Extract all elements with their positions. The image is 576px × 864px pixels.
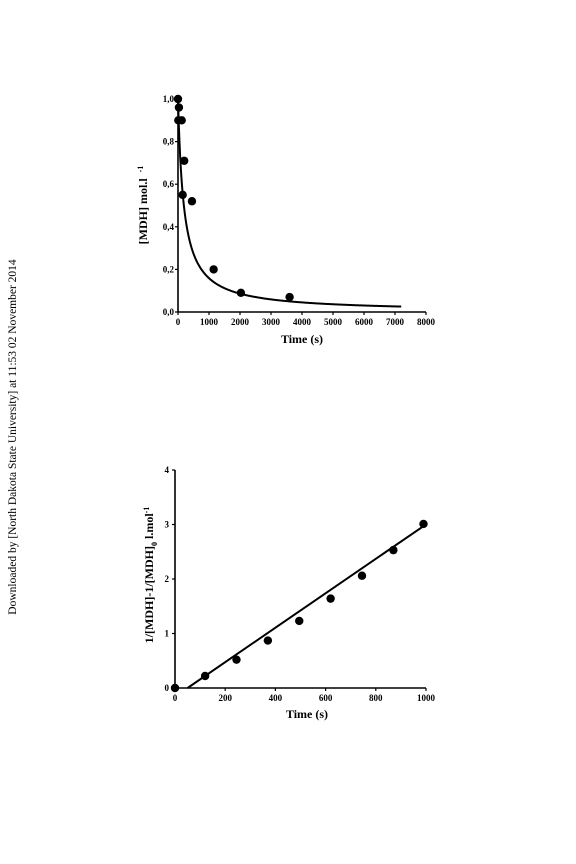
x-tick-label: 0 (173, 693, 178, 703)
x-tick-label: 6000 (355, 317, 374, 327)
x-tick-label: 4000 (293, 317, 312, 327)
x-tick-label: 2000 (231, 317, 250, 327)
data-point (173, 94, 183, 104)
y-tick-label: 0,2 (163, 264, 175, 274)
data-point (170, 683, 180, 693)
x-axis-title: Time (s) (286, 707, 328, 721)
data-point (232, 655, 241, 664)
y-tick-label: 0,8 (163, 137, 175, 147)
y-tick-label: 3 (165, 520, 170, 530)
x-axis-title: Time (s) (281, 332, 323, 346)
x-tick-label: 0 (176, 317, 181, 327)
data-point (295, 616, 304, 626)
x-tick-label: 1000 (417, 693, 436, 703)
x-tick-label: 800 (369, 693, 383, 703)
y-axis-title-main: [MDH] mol.l (136, 178, 150, 245)
data-point (389, 545, 398, 555)
y-tick-label: 1,0 (163, 94, 175, 104)
data-point (236, 288, 246, 298)
y-tick-label: 0,0 (163, 307, 175, 317)
data-point (263, 636, 273, 645)
y-tick-label: 2 (165, 574, 170, 584)
y-tick-label: 0,4 (163, 222, 175, 232)
reciprocal-chart: 0 200 400 600 800 1000 0 1 2 3 4 Time (s) 1/[MDH]-1/… (142, 465, 436, 721)
data-point (419, 519, 428, 529)
data-point (200, 671, 210, 681)
data-point (178, 190, 187, 200)
y-tick-label: 0,6 (163, 179, 175, 189)
data-point (187, 197, 197, 206)
fit-line (186, 523, 427, 689)
x-tick-label: 400 (269, 693, 283, 703)
data-point (285, 292, 294, 302)
y-axis-title-unit: l.mol (142, 513, 156, 542)
y-tick-label: 0 (165, 683, 170, 693)
x-tick-label: 8000 (417, 317, 436, 327)
data-point (326, 594, 335, 603)
x-tick-label: 1000 (200, 317, 219, 327)
y-axis-title-superscript: -1 (136, 166, 145, 173)
x-tick-label: 5000 (324, 317, 343, 327)
data-point (174, 103, 184, 112)
x-tick-label: 3000 (262, 317, 281, 327)
data-point (180, 156, 189, 165)
data-point (209, 265, 218, 274)
x-tick-label: 7000 (386, 317, 405, 327)
y-axis-title-subscript: 0 (150, 542, 159, 546)
y-axis-title-main: 1/[MDH]-1/[MDH] (142, 546, 156, 643)
x-tick-label: 600 (319, 693, 333, 703)
y-axis-title: 1/[MDH]-1/[MDH]0 l.mol-1 (142, 507, 159, 644)
x-tick-label: 200 (218, 693, 232, 703)
fit-curve (177, 98, 402, 308)
data-point (357, 571, 367, 580)
decay-chart: 0 1000 2000 3000 4000 5000 6000 7000 8000 0,0 0,2 0… (136, 94, 436, 346)
y-axis-title: [MDH] mol.l -1 (136, 166, 150, 245)
y-tick-label: 1 (165, 629, 170, 639)
y-axis-title-superscript: -1 (142, 507, 151, 514)
y-tick-label: 4 (165, 465, 170, 475)
data-point (177, 116, 186, 125)
